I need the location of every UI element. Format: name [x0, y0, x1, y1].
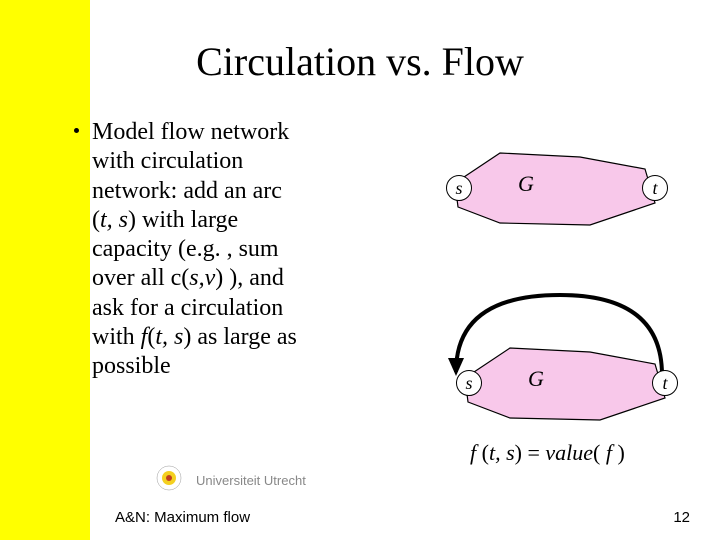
university-logo-icon — [155, 464, 183, 492]
line9: possible — [92, 353, 171, 379]
line8a: with — [92, 324, 141, 350]
line4b: t, s — [100, 207, 128, 233]
node-t-top: t — [642, 175, 668, 201]
line2: with circulation — [92, 148, 243, 174]
line5: capacity (e.g. , sum — [92, 236, 279, 262]
node-s-top: s — [446, 175, 472, 201]
equation: f (t, s) = value( f ) — [470, 440, 625, 466]
line8e: ) as large as — [183, 324, 297, 350]
blob-bottom — [430, 290, 690, 430]
diagram-top: s t G — [430, 145, 680, 235]
line7: ask for a circulation — [92, 295, 283, 321]
slide-title: Circulation vs. Flow — [0, 38, 720, 85]
line4a: ( — [92, 207, 100, 233]
footer-left: A&N: Maximum flow — [115, 509, 250, 526]
line6c: ) ), and — [215, 265, 284, 291]
slide-number: 12 — [673, 509, 690, 526]
g-label-bottom: G — [528, 366, 544, 392]
node-t-bottom: t — [652, 370, 678, 396]
line1: Model flow network — [92, 119, 289, 145]
bullet-dot — [74, 128, 79, 133]
bullet-text: Model flow network with circulation netw… — [92, 118, 402, 381]
node-s-bottom: s — [456, 370, 482, 396]
diagram-bottom: s t G — [430, 290, 690, 430]
line3: network: add an arc — [92, 178, 282, 204]
university-name: Universiteit Utrecht — [196, 473, 306, 488]
line6b: s,v — [189, 265, 215, 291]
g-label-top: G — [518, 171, 534, 197]
line8d: t, s — [155, 324, 183, 350]
line4c: ) with large — [128, 207, 238, 233]
line6a: over all c( — [92, 265, 189, 291]
